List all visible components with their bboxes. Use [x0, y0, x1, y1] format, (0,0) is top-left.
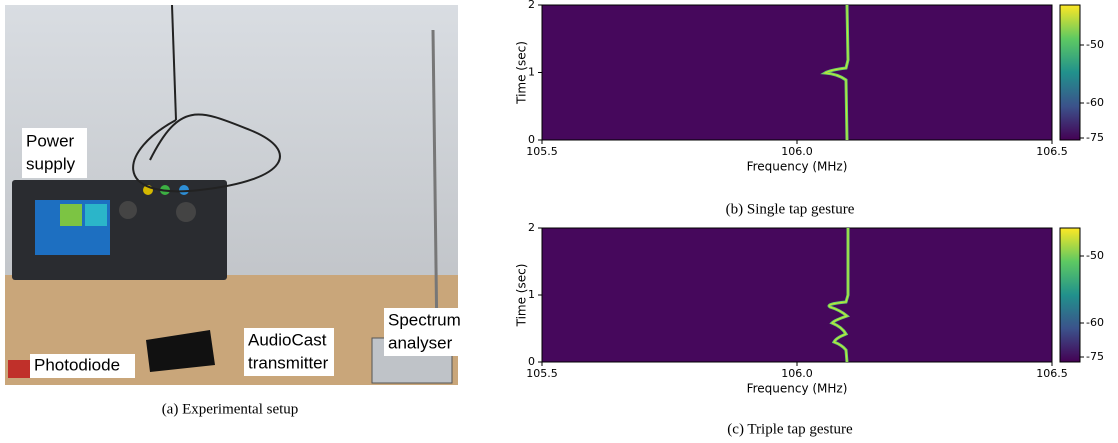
y-tick-label: 0 [528, 355, 535, 368]
photo-label: AudioCast [248, 330, 327, 349]
colorbar [1059, 227, 1081, 363]
y-tick-label: 2 [528, 221, 535, 234]
caption: (b) Single tap gesture [726, 201, 855, 217]
colorbar-tick-label: -60 [1086, 96, 1104, 109]
x-axis-label: Frequency (MHz) [747, 160, 848, 174]
colorbar-tick-label: -50 [1086, 249, 1104, 262]
x-tick-label: 106.5 [1036, 145, 1068, 158]
photo-labels: Power supply Photodiode AudioCast transm… [22, 128, 461, 378]
x-axis-label: Frequency (MHz) [747, 382, 848, 396]
x-tick-label: 106.0 [781, 145, 813, 158]
y-axis-label: Time (sec) [515, 264, 529, 328]
x-tick-label: 106.0 [781, 367, 813, 380]
photo-label: Photodiode [34, 355, 120, 374]
caption: (a) Experimental setup [162, 401, 299, 417]
colorbar-tick-label: -50 [1086, 38, 1104, 51]
y-tick-label: 0 [528, 133, 535, 146]
photo-label: Power [26, 131, 75, 150]
y-tick-label: 2 [528, 0, 535, 11]
x-tick-label: 106.5 [1036, 367, 1068, 380]
photo-label: supply [26, 154, 76, 173]
signal-core [828, 228, 849, 363]
colorbar-tick-label: -75 [1086, 350, 1104, 363]
spectrogram: 0 1 2 105.5 106.0 106.5 Frequency (MHz) Time (s… [515, 221, 1104, 437]
plot-area [541, 227, 1053, 363]
photo-label: transmitter [248, 353, 329, 372]
x-tick-label: 105.5 [526, 145, 558, 158]
colorbar [1059, 4, 1081, 141]
y-tick-label: 1 [528, 66, 535, 79]
spectrogram: 0 1 2 105.5 106.0 106.5 Frequency (MHz) Time (s… [515, 0, 1104, 217]
colorbar-tick-label: -60 [1086, 316, 1104, 329]
photo-label: Spectrum [388, 310, 461, 329]
photo-label: analyser [388, 333, 453, 352]
plot-area [541, 4, 1053, 141]
x-tick-label: 105.5 [526, 367, 558, 380]
signal-core [823, 4, 849, 141]
photo [5, 4, 458, 385]
colorbar-tick-label: -75 [1086, 131, 1104, 144]
caption: (c) Triple tap gesture [727, 421, 853, 437]
y-tick-label: 1 [528, 288, 535, 301]
y-axis-label: Time (sec) [515, 41, 529, 105]
